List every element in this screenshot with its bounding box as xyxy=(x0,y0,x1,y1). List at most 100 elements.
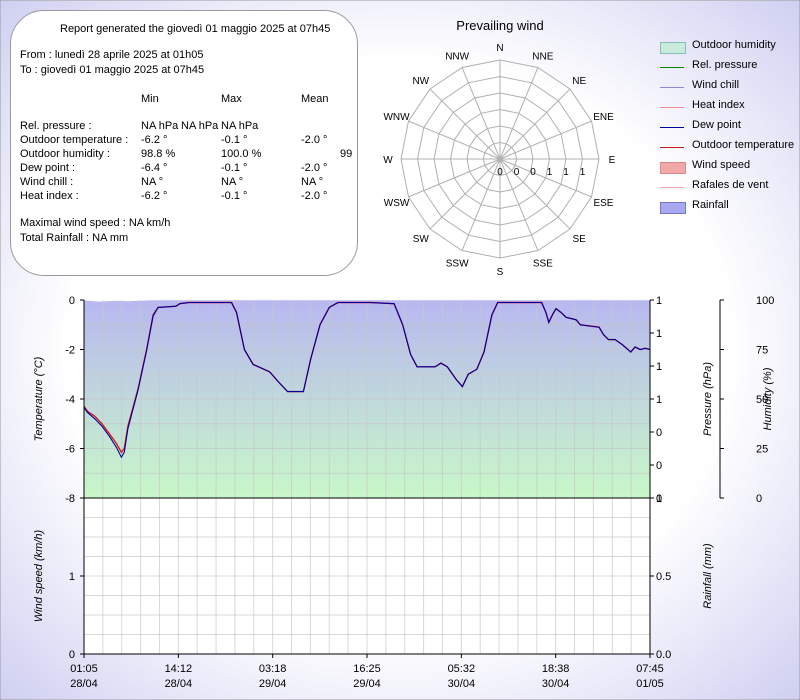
total-rainfall: Total Rainfall : NA mm xyxy=(20,232,129,244)
row-min-humidity: 98.8 % xyxy=(141,148,176,160)
humidity-tick-label: 75 xyxy=(756,345,768,357)
time-tick-label: 03:18 xyxy=(259,663,287,675)
row-max-pressure: NA hPa xyxy=(181,120,219,132)
legend-swatch xyxy=(660,87,684,88)
legend-label: Rainfall xyxy=(692,199,729,211)
legend-item: Rel. pressure xyxy=(658,59,798,74)
wind-direction-label: SSE xyxy=(533,258,553,269)
wind-rose-spoke xyxy=(461,67,501,160)
row-max-windchill: NA ° xyxy=(221,176,244,188)
wind-rose-spoke xyxy=(499,158,592,198)
wind-direction-label: SW xyxy=(413,234,430,245)
humidity-axis-title: Humidity (%) xyxy=(762,367,774,430)
wind-rose-spoke xyxy=(499,120,592,160)
legend-item: Wind speed xyxy=(658,159,798,174)
time-tick-label: 16:25 xyxy=(353,663,381,675)
rain-tick-label: 1 xyxy=(656,493,662,505)
wind-direction-label: NE xyxy=(572,76,586,87)
wind-rose-spoke xyxy=(408,158,501,198)
date-tick-label: 28/04 xyxy=(165,678,193,690)
header-min: Min xyxy=(141,93,159,105)
wind-direction-label: NNE xyxy=(532,52,553,63)
legend-label: Dew point xyxy=(692,119,741,131)
row-mean-humidity: 99 xyxy=(340,148,353,160)
wind-direction-label: WSW xyxy=(384,198,410,209)
temperature-tick-label: -4 xyxy=(65,394,75,406)
humidity-tick-label: 25 xyxy=(756,444,768,456)
wind-direction-label: NNW xyxy=(445,52,469,63)
temperature-axis-title: Temperature (°C) xyxy=(33,356,45,441)
legend-item: Rainfall xyxy=(658,199,798,214)
wind-rose-ring-label: 1 xyxy=(547,167,553,178)
humidity-tick-label: 100 xyxy=(756,295,774,307)
legend-label: Rafales de vent xyxy=(692,179,769,191)
wind-direction-label: E xyxy=(609,155,616,166)
wind-direction-label: WNW xyxy=(383,112,410,123)
legend-item: Heat index xyxy=(658,99,798,114)
pressure-axis-title: Pressure (hPa) xyxy=(702,362,714,436)
humidity-tick-label: 0 xyxy=(756,493,762,505)
wind-rose-ring-label: 0 xyxy=(497,167,503,178)
row-max-dewpoint: -0.1 ° xyxy=(221,162,248,174)
wind-tick-label: 1 xyxy=(69,571,75,583)
time-tick-label: 18:38 xyxy=(542,663,570,675)
row-min-temperature: -6.2 ° xyxy=(141,134,168,146)
wind-direction-label: SSW xyxy=(446,258,469,269)
legend-label: Outdoor humidity xyxy=(692,39,776,51)
row-min-dewpoint: -6.4 ° xyxy=(141,162,168,174)
date-tick-label: 29/04 xyxy=(353,678,381,690)
rain-axis-title: Rainfall (mm) xyxy=(702,543,714,609)
legend-item: Rafales de vent xyxy=(658,179,798,194)
wind-direction-label: S xyxy=(497,267,504,278)
series-line-dew-point xyxy=(83,301,651,459)
temperature-tick-label: -2 xyxy=(65,345,75,357)
report-title: Report generated the giovedì 01 maggio 2… xyxy=(60,23,331,35)
pressure-tick-label: 0 xyxy=(656,460,662,472)
legend-label: Wind chill xyxy=(692,79,740,91)
wind-rose-spoke xyxy=(429,158,501,230)
legend-swatch xyxy=(660,42,686,54)
legend-swatch xyxy=(660,107,684,108)
wind-rose-spoke xyxy=(499,67,539,160)
row-mean-pressure: NA hPa xyxy=(221,120,259,132)
pressure-tick-label: 0 xyxy=(656,427,662,439)
date-tick-label: 01/05 xyxy=(636,678,664,690)
row-mean-windchill: NA ° xyxy=(301,176,324,188)
row-max-humidity: 100.0 % xyxy=(221,148,262,160)
wind-rose-ring-label: 1 xyxy=(580,167,586,178)
wind-direction-label: ENE xyxy=(593,112,614,123)
report-to: To : giovedì 01 maggio 2025 at 07h45 xyxy=(20,64,205,76)
row-mean-heatindex: -2.0 ° xyxy=(301,190,328,202)
date-tick-label: 30/04 xyxy=(448,678,476,690)
wind-direction-label: SE xyxy=(573,234,587,245)
pressure-tick-label: 1 xyxy=(656,361,662,373)
legend-item: Wind chill xyxy=(658,79,798,94)
legend-swatch xyxy=(660,147,684,148)
legend-item: Outdoor temperature xyxy=(658,139,798,154)
time-tick-label: 14:12 xyxy=(165,663,193,675)
pressure-tick-label: 1 xyxy=(656,328,662,340)
time-tick-label: 07:45 xyxy=(636,663,664,675)
row-label-pressure: Rel. pressure : xyxy=(20,120,92,132)
pressure-tick-label: 1 xyxy=(656,295,662,307)
legend-label: Heat index xyxy=(692,99,745,111)
legend-swatch xyxy=(660,162,686,174)
wind-rose-spoke xyxy=(499,158,539,251)
legend-label: Rel. pressure xyxy=(692,59,758,71)
row-max-temperature: -0.1 ° xyxy=(221,134,248,146)
legend-swatch xyxy=(660,127,684,128)
time-tick-label: 01:05 xyxy=(70,663,98,675)
wind-rose-spoke xyxy=(499,158,571,230)
row-label-dewpoint: Dew point : xyxy=(20,162,76,174)
legend-item: Outdoor humidity xyxy=(658,39,798,54)
row-label-humidity: Outdoor humidity : xyxy=(20,148,110,160)
report-panel: Report generated the giovedì 01 maggio 2… xyxy=(10,10,358,276)
row-min-pressure: NA hPa xyxy=(141,120,179,132)
wind-direction-label: W xyxy=(383,155,393,166)
row-label-windchill: Wind chill : xyxy=(20,176,74,188)
wind-rose-spoke xyxy=(429,88,501,160)
wind-rose-ring-label: 0 xyxy=(530,167,536,178)
legend-swatch xyxy=(660,67,684,68)
row-min-heatindex: -6.2 ° xyxy=(141,190,168,202)
